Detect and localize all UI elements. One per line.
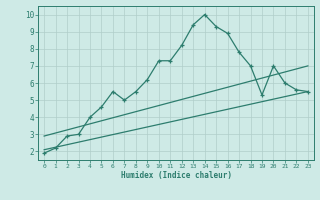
X-axis label: Humidex (Indice chaleur): Humidex (Indice chaleur) xyxy=(121,171,231,180)
